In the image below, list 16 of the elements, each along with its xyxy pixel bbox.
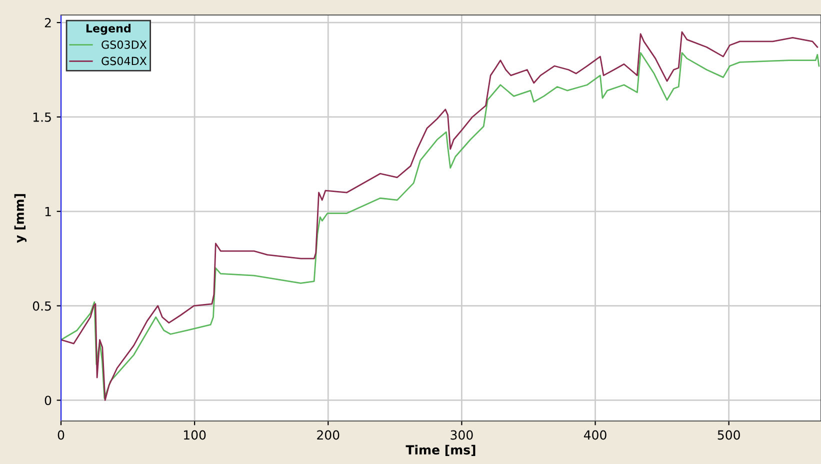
y-tick-label: 1 <box>45 207 51 216</box>
y-tick-label: 1.5 <box>33 112 51 122</box>
x-tick-label: 200 <box>317 430 340 440</box>
x-tick-label: 100 <box>184 430 206 440</box>
legend-label: GS04DX <box>102 56 147 66</box>
y-tick-label: 0 <box>44 396 52 406</box>
x-tick-label: 400 <box>584 430 606 440</box>
x-tick-label: 0 <box>58 430 64 440</box>
x-axis-title: Time [ms] <box>406 444 476 456</box>
y-tick-label: 0.5 <box>32 301 51 311</box>
legend-title: Legend <box>86 24 130 35</box>
y-tick-label: 2 <box>44 18 51 28</box>
y-axis-title: y [mm] <box>14 194 27 243</box>
x-tick-label: 300 <box>450 430 473 440</box>
x-tick-label: 500 <box>718 430 740 440</box>
legend-label: GS03DX <box>102 40 147 49</box>
